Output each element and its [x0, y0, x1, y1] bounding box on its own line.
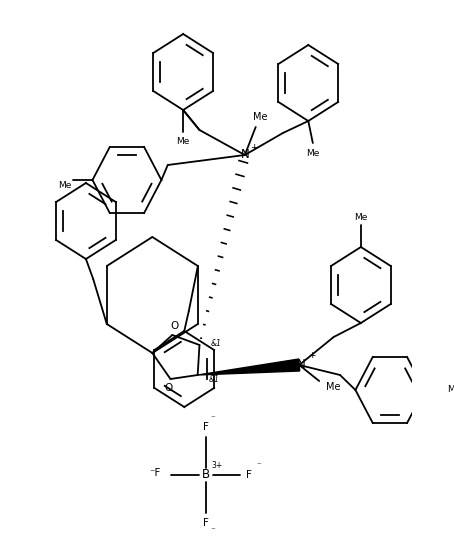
Text: Me: Me: [177, 138, 190, 146]
Text: Me: Me: [253, 112, 267, 122]
Text: O: O: [170, 321, 178, 331]
Text: B: B: [202, 469, 210, 482]
Text: ⁻F: ⁻F: [149, 468, 161, 478]
Text: &1: &1: [208, 375, 219, 383]
Text: ⁻: ⁻: [211, 415, 216, 423]
Text: Me: Me: [326, 382, 341, 392]
Text: F: F: [203, 422, 209, 432]
Text: +: +: [308, 352, 316, 361]
Text: N: N: [296, 359, 306, 372]
Text: N: N: [241, 148, 249, 161]
Text: ⁻: ⁻: [211, 526, 216, 536]
Text: F: F: [203, 518, 209, 528]
Polygon shape: [197, 359, 300, 375]
Text: +: +: [250, 143, 257, 152]
Text: ⁻: ⁻: [256, 462, 261, 470]
Text: Me: Me: [447, 386, 454, 395]
Text: O: O: [164, 383, 173, 393]
Text: Me: Me: [354, 213, 368, 221]
Text: 3+: 3+: [211, 462, 222, 470]
Text: Me: Me: [59, 180, 72, 190]
Text: &1: &1: [210, 339, 221, 348]
Text: F: F: [247, 470, 252, 480]
Text: Me: Me: [306, 148, 320, 158]
